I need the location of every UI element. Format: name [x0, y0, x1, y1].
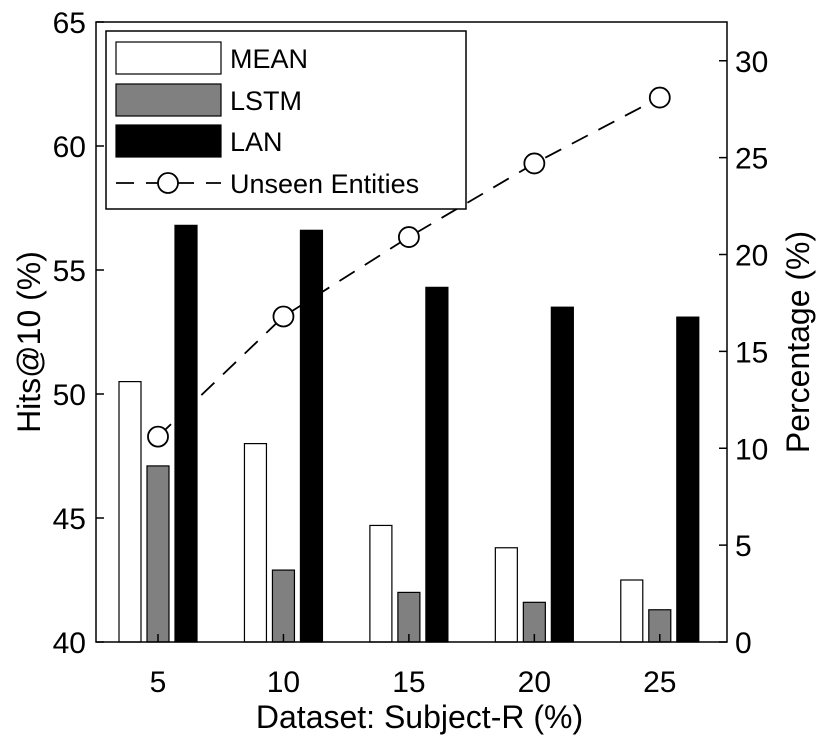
unseen-entities-line-group: [147, 86, 671, 448]
bar-lan-15: [425, 286, 449, 643]
bar-mean-10: [243, 443, 268, 643]
left-tick-label-60: 60: [53, 131, 86, 164]
unseen-entities-point-20: [523, 152, 546, 175]
left-tick-label-55: 55: [53, 255, 86, 288]
left-tick-label-50: 50: [53, 379, 86, 412]
bar-mean-25: [620, 579, 644, 643]
legend-label-lan: LAN: [230, 127, 283, 157]
x-tick-label-20: 20: [518, 666, 551, 699]
x-tick-label-10: 10: [267, 666, 300, 699]
legend-label-mean: MEAN: [230, 44, 308, 74]
x-tick-label-25: 25: [643, 666, 676, 699]
legend-label-unseen-entities: Unseen Entities: [230, 169, 419, 199]
y-axis-right-title: Percentage (%): [780, 231, 816, 453]
plot-frame: [95, 21, 728, 643]
unseen-entities-point-10: [272, 305, 295, 328]
left-tick-label-40: 40: [53, 627, 86, 660]
x-tick-label-5: 5: [150, 666, 167, 699]
bar-lstm-10: [271, 569, 296, 643]
left-tick-label-45: 45: [53, 503, 86, 536]
x-axis-title: Dataset: Subject-R (%): [256, 699, 583, 735]
bar-mean-5: [118, 381, 142, 643]
legend-swatch-unseen-entities-marker: [157, 172, 179, 194]
bar-lstm-5: [146, 465, 170, 643]
bars-group: [118, 224, 700, 643]
unseen-entities-point-5: [147, 425, 169, 448]
unseen-entities-line: [157, 96, 661, 438]
right-tick-label-10: 10: [735, 433, 768, 466]
left-tick-label-65: 65: [53, 7, 86, 40]
right-tick-label-0: 0: [735, 627, 752, 660]
right-tick-label-30: 30: [735, 46, 768, 79]
legend-swatch-mean: [115, 41, 222, 75]
legend-swatch-lstm: [115, 83, 222, 117]
right-tick-label-5: 5: [735, 530, 752, 563]
x-tick-label-15: 15: [392, 666, 425, 699]
bar-lan-10: [299, 229, 324, 643]
legend: MEAN LSTM LAN Unseen Entities: [105, 30, 467, 210]
bar-mean-15: [369, 524, 393, 643]
legend-swatch-lan: [115, 124, 222, 158]
bar-mean-20: [494, 547, 518, 643]
bar-lan-25: [676, 316, 700, 643]
axes-group: 40 45 50 55 60 65 0 5 10 15 20 25 30 5 10 15 20 25 Dataset…: [11, 7, 816, 735]
right-tick-label-25: 25: [735, 143, 768, 176]
legend-label-lstm: LSTM: [230, 86, 302, 116]
bar-lan-20: [550, 306, 574, 643]
right-tick-label-20: 20: [735, 240, 768, 273]
bar-lan-5: [174, 224, 198, 643]
right-tick-label-15: 15: [735, 336, 768, 369]
unseen-entities-point-25: [648, 86, 671, 109]
y-axis-left-title: Hits@10 (%): [11, 251, 47, 433]
unseen-entities-point-15: [397, 226, 420, 248]
